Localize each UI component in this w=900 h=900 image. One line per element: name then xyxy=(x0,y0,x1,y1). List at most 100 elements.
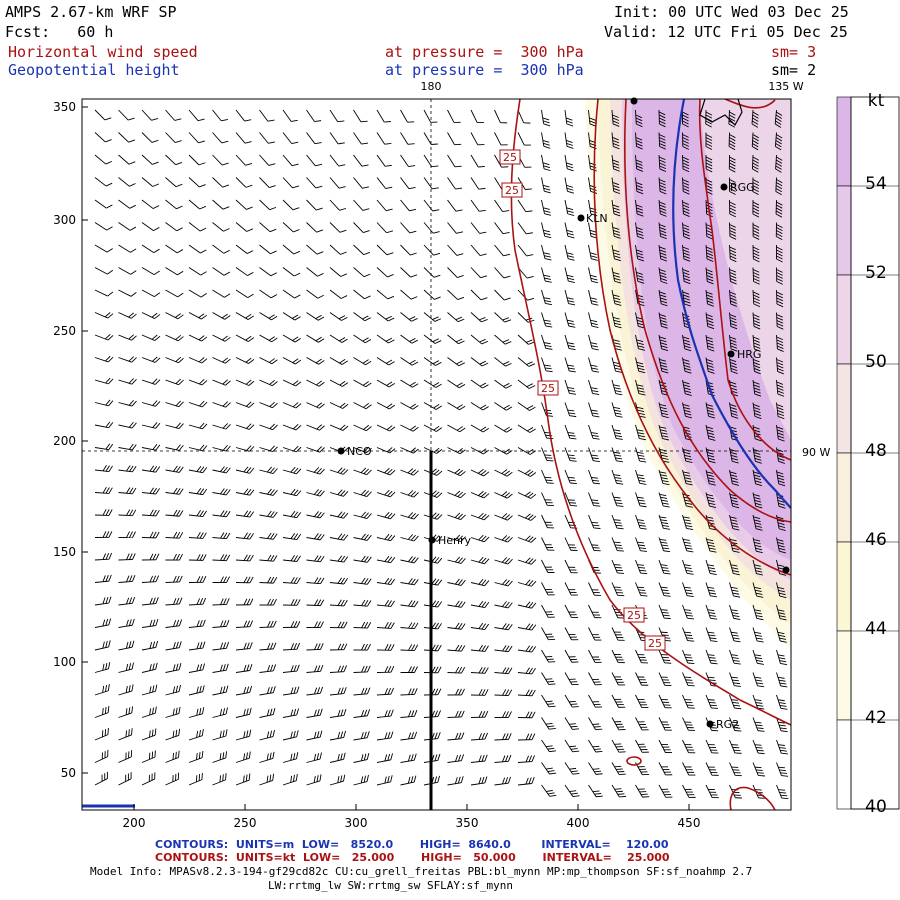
wind-barb xyxy=(611,762,626,776)
wind-barb xyxy=(752,649,764,665)
wind-barb xyxy=(729,199,736,218)
wind-barb xyxy=(282,773,298,786)
wind-barb xyxy=(447,334,465,345)
wind-barb xyxy=(729,312,738,330)
wind-barb xyxy=(118,109,135,121)
wind-barb xyxy=(541,784,557,797)
wind-barb xyxy=(494,776,512,786)
wind-barb xyxy=(423,357,442,366)
wind-barb xyxy=(94,771,108,786)
wind-barb xyxy=(212,357,231,364)
wind-barb xyxy=(541,447,554,462)
wind-barb xyxy=(494,469,513,477)
wind-barb xyxy=(306,467,325,475)
wind-barb xyxy=(470,644,489,652)
wind-barb xyxy=(165,154,183,166)
wind-barb xyxy=(564,402,577,418)
wind-barb xyxy=(611,154,620,172)
wind-barb xyxy=(564,109,574,127)
wind-barb xyxy=(682,627,695,642)
wind-barb xyxy=(705,694,719,709)
wind-barb xyxy=(775,199,783,218)
wind-barb xyxy=(564,177,574,194)
wind-barb xyxy=(752,154,760,173)
wind-barb xyxy=(682,717,696,731)
wind-barb xyxy=(353,599,372,607)
wind-barb xyxy=(282,289,301,299)
wind-barb xyxy=(376,489,396,498)
wind-barb xyxy=(635,649,649,664)
wind-barb xyxy=(447,732,465,741)
wind-barb xyxy=(564,379,577,395)
wind-barb xyxy=(353,402,372,410)
wind-barb xyxy=(118,421,137,429)
wind-barb xyxy=(282,532,302,541)
wind-barb xyxy=(282,577,301,584)
wind-barb xyxy=(682,559,694,575)
wind-barb xyxy=(611,672,626,686)
wind-barb xyxy=(635,199,644,217)
wind-barb xyxy=(165,356,184,364)
wind-barb xyxy=(658,559,671,575)
wind-barb xyxy=(728,154,736,173)
wind-barb xyxy=(353,643,371,651)
wind-barb xyxy=(141,400,161,407)
wind-barb xyxy=(259,576,278,584)
wind-barb xyxy=(611,784,627,798)
wind-barb xyxy=(682,244,691,262)
wind-barb xyxy=(353,511,372,519)
wind-barb xyxy=(588,582,602,596)
y-tick-label: 350 xyxy=(53,100,76,114)
wind-barb xyxy=(400,199,417,212)
wind-barb xyxy=(682,357,692,374)
wind-barb xyxy=(118,356,137,363)
wind-barb xyxy=(658,289,668,307)
wind-barb xyxy=(329,402,349,409)
wind-barb xyxy=(353,577,372,585)
wind-barb xyxy=(188,663,206,673)
wind-barb xyxy=(329,132,345,145)
wind-barb xyxy=(165,509,184,517)
wind-barb xyxy=(470,689,489,696)
wind-barb xyxy=(635,109,643,128)
wind-barb xyxy=(118,575,136,583)
wind-barb xyxy=(306,357,325,365)
wind-barb xyxy=(94,312,114,319)
wind-barb xyxy=(611,492,624,507)
wind-barb xyxy=(188,400,208,408)
wind-barb xyxy=(212,267,231,276)
wind-barb xyxy=(400,312,418,322)
wind-barb xyxy=(353,177,370,189)
wind-barb xyxy=(447,424,466,433)
wind-barb xyxy=(658,357,669,374)
wind-barb xyxy=(635,739,649,753)
wind-barb xyxy=(494,289,511,301)
wind-barb xyxy=(329,154,346,167)
wind-barb xyxy=(682,154,690,173)
wind-barb xyxy=(588,289,599,306)
wind-barb xyxy=(705,447,716,464)
wind-barb xyxy=(423,622,442,630)
wind-barb xyxy=(306,402,325,409)
wind-barb xyxy=(423,334,442,344)
wind-barb xyxy=(729,289,738,307)
wind-barb xyxy=(165,177,183,188)
wind-barb xyxy=(188,641,206,651)
wind-barb xyxy=(447,490,466,499)
wind-barb xyxy=(470,776,488,786)
wind-barb xyxy=(752,199,760,218)
wind-barb xyxy=(729,537,740,553)
wind-barb xyxy=(541,177,551,194)
wind-barb xyxy=(564,357,576,373)
contour-label: 25 xyxy=(499,149,521,165)
wind-barb xyxy=(635,334,646,351)
wind-barb xyxy=(306,643,324,651)
wind-barb xyxy=(235,109,252,122)
wind-barb xyxy=(141,575,160,583)
wind-barb xyxy=(658,604,671,620)
wind-barb xyxy=(752,357,761,375)
wind-barb xyxy=(141,640,159,651)
wind-barb xyxy=(329,665,348,673)
wind-barb xyxy=(306,774,322,786)
wind-barb xyxy=(141,109,159,121)
